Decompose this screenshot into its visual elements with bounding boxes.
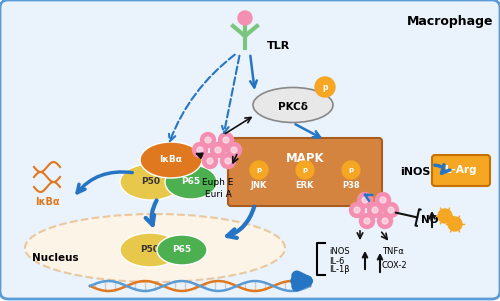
Circle shape xyxy=(238,11,252,25)
Text: JNK: JNK xyxy=(251,182,267,191)
Text: IκBα: IκBα xyxy=(160,156,182,165)
Text: Macrophage: Macrophage xyxy=(407,15,493,29)
Text: COX-2: COX-2 xyxy=(382,260,407,269)
Text: P50: P50 xyxy=(142,178,161,187)
Text: P50: P50 xyxy=(140,246,160,255)
Circle shape xyxy=(362,197,368,203)
Text: IκBα: IκBα xyxy=(34,197,59,207)
Circle shape xyxy=(372,207,378,213)
Circle shape xyxy=(358,193,372,207)
Circle shape xyxy=(218,132,234,147)
Circle shape xyxy=(220,154,236,169)
Text: ERK: ERK xyxy=(296,182,314,191)
Circle shape xyxy=(378,213,392,228)
Circle shape xyxy=(315,77,335,97)
FancyBboxPatch shape xyxy=(432,155,490,186)
Circle shape xyxy=(382,218,388,224)
Circle shape xyxy=(223,137,229,143)
Text: Nucleus: Nucleus xyxy=(32,253,78,263)
Circle shape xyxy=(226,142,242,157)
Circle shape xyxy=(360,213,374,228)
Circle shape xyxy=(215,147,221,153)
Circle shape xyxy=(448,217,462,231)
Circle shape xyxy=(388,207,394,213)
Circle shape xyxy=(192,142,208,157)
Circle shape xyxy=(376,193,390,207)
Ellipse shape xyxy=(25,214,285,282)
Ellipse shape xyxy=(120,233,180,267)
Circle shape xyxy=(342,161,360,179)
Text: P65: P65 xyxy=(182,178,201,187)
Circle shape xyxy=(202,154,218,169)
FancyBboxPatch shape xyxy=(228,138,382,206)
Circle shape xyxy=(296,161,314,179)
Text: iNOS: iNOS xyxy=(400,167,430,177)
Text: P38: P38 xyxy=(342,182,360,191)
Text: IL-1β: IL-1β xyxy=(329,265,349,275)
Text: TLR: TLR xyxy=(267,41,290,51)
Text: P65: P65 xyxy=(172,246,192,255)
Circle shape xyxy=(368,203,382,218)
Circle shape xyxy=(380,197,386,203)
Ellipse shape xyxy=(120,164,182,200)
Text: p: p xyxy=(348,167,354,173)
Circle shape xyxy=(384,203,398,218)
Circle shape xyxy=(350,203,364,218)
Text: MAPK: MAPK xyxy=(286,151,325,165)
Circle shape xyxy=(250,161,268,179)
Circle shape xyxy=(231,147,237,153)
Text: Euph E
Euri A: Euph E Euri A xyxy=(202,178,234,199)
Circle shape xyxy=(354,207,360,213)
Text: TNFα: TNFα xyxy=(382,247,404,256)
Text: p: p xyxy=(302,167,308,173)
Text: IL-6: IL-6 xyxy=(329,256,344,265)
Circle shape xyxy=(438,209,452,223)
Ellipse shape xyxy=(157,235,207,265)
Ellipse shape xyxy=(140,142,202,178)
Text: p: p xyxy=(322,82,328,92)
Circle shape xyxy=(205,137,211,143)
Text: PKCδ: PKCδ xyxy=(278,102,308,112)
Ellipse shape xyxy=(165,165,217,199)
Text: iNOS: iNOS xyxy=(329,247,349,256)
Circle shape xyxy=(200,132,216,147)
Text: NO: NO xyxy=(421,215,439,225)
Circle shape xyxy=(364,218,370,224)
Text: p: p xyxy=(256,167,262,173)
Circle shape xyxy=(197,147,203,153)
Circle shape xyxy=(210,142,226,157)
Ellipse shape xyxy=(253,88,333,123)
Circle shape xyxy=(225,158,231,164)
Circle shape xyxy=(207,158,213,164)
Text: L-Arg: L-Arg xyxy=(446,165,477,175)
